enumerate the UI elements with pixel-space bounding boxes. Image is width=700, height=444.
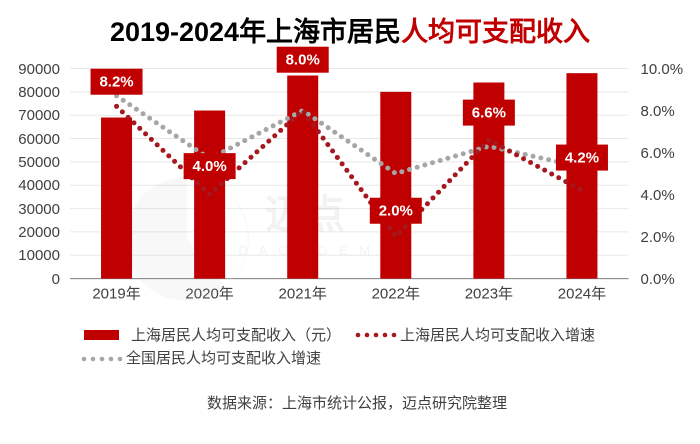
svg-text:70000: 70000	[18, 107, 60, 124]
svg-text:50000: 50000	[18, 154, 60, 171]
svg-text:4.0%: 4.0%	[641, 187, 675, 204]
svg-text:4.0%: 4.0%	[193, 158, 227, 175]
svg-text:10.0%: 10.0%	[641, 61, 684, 78]
svg-text:2.0%: 2.0%	[379, 203, 413, 220]
svg-text:上海居民人均可支配收入增速: 上海居民人均可支配收入增速	[400, 327, 595, 344]
svg-text:数据来源：上海市统计公报，迈点研究院整理: 数据来源：上海市统计公报，迈点研究院整理	[207, 394, 507, 412]
svg-text:2023年: 2023年	[465, 286, 513, 303]
svg-text:上海居民人均可支配收入（元）: 上海居民人均可支配收入（元）	[131, 327, 341, 344]
svg-text:2019年: 2019年	[92, 286, 140, 303]
svg-text:2.0%: 2.0%	[641, 229, 675, 246]
svg-text:6.6%: 6.6%	[472, 105, 506, 122]
svg-text:0: 0	[52, 271, 60, 288]
svg-text:60000: 60000	[18, 131, 60, 148]
svg-text:全国居民人均可支配收入增速: 全国居民人均可支配收入增速	[126, 349, 321, 367]
svg-text:40000: 40000	[18, 177, 60, 194]
svg-text:8.2%: 8.2%	[99, 74, 133, 91]
svg-text:8.0%: 8.0%	[286, 52, 320, 69]
svg-text:80000: 80000	[18, 84, 60, 101]
svg-text:6.0%: 6.0%	[641, 145, 675, 162]
svg-text:4.2%: 4.2%	[565, 150, 599, 167]
svg-text:2021年: 2021年	[279, 286, 327, 303]
svg-text:90000: 90000	[18, 61, 60, 78]
svg-text:0.0%: 0.0%	[641, 271, 675, 288]
svg-text:20000: 20000	[18, 224, 60, 241]
svg-text:10000: 10000	[18, 247, 60, 264]
svg-text:8.0%: 8.0%	[641, 103, 675, 120]
svg-text:2024年: 2024年	[558, 286, 606, 303]
svg-text:2022年: 2022年	[372, 286, 420, 303]
svg-text:30000: 30000	[18, 201, 60, 218]
